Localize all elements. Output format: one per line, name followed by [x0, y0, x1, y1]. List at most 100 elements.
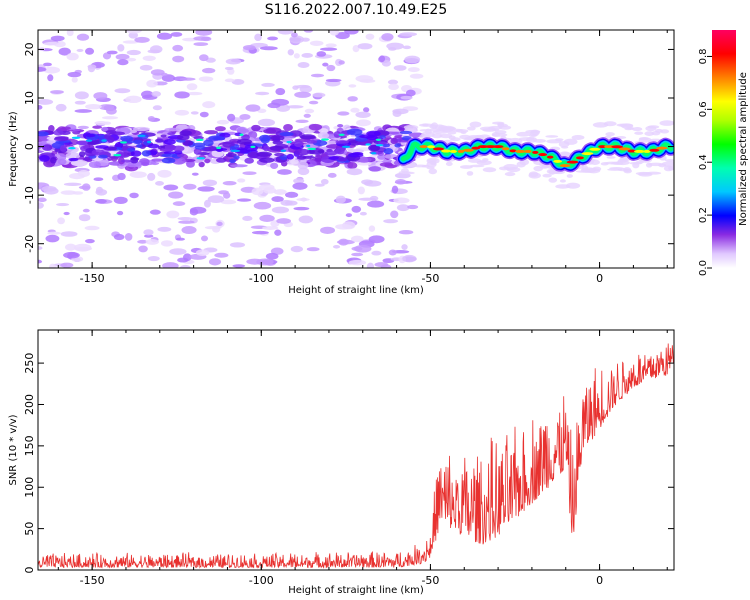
noise-blob	[329, 30, 340, 36]
noise-blob	[230, 164, 248, 168]
noise-blob	[381, 60, 391, 67]
noise-blob	[85, 47, 95, 55]
noise-blob	[359, 79, 376, 83]
ridge-halo-blob	[401, 168, 409, 173]
hot-spot	[216, 146, 222, 150]
noise-blob	[347, 96, 358, 102]
noise-blob	[379, 162, 394, 167]
noise-blob	[391, 185, 399, 194]
ridge-halo-blob	[546, 139, 562, 144]
ridge-halo-blob	[664, 159, 674, 162]
noise-blob	[356, 161, 372, 166]
band-blob	[79, 151, 86, 158]
hot-spot	[375, 143, 384, 147]
band-blob	[161, 153, 178, 158]
noise-blob	[70, 159, 88, 167]
ridge-halo-blob	[558, 140, 570, 148]
band-blob	[306, 139, 318, 144]
band-blob	[328, 156, 340, 160]
noise-blob	[87, 64, 97, 69]
noise-blob	[357, 43, 373, 50]
noise-blob	[404, 55, 421, 64]
ridge-halo-blob	[619, 123, 634, 128]
band-blob	[236, 138, 253, 145]
band-blob	[167, 132, 176, 136]
noise-blob	[126, 57, 137, 62]
noise-blob	[162, 262, 179, 268]
noise-blob	[39, 134, 51, 142]
noise-blob	[388, 249, 397, 256]
noise-blob	[67, 71, 82, 78]
noise-blob	[146, 79, 158, 88]
snr-xtick-label: -150	[80, 574, 105, 587]
band-blob	[368, 144, 380, 152]
noise-blob	[74, 91, 89, 100]
ridge-halo-blob	[658, 163, 667, 168]
noise-blob	[117, 59, 129, 66]
band-blob	[98, 154, 108, 159]
ridge-halo-blob	[659, 120, 674, 126]
noise-blob	[147, 115, 155, 122]
noise-blob	[164, 127, 180, 132]
noise-blob	[285, 200, 298, 206]
noise-blob	[177, 217, 193, 221]
ridge-core-spot	[643, 149, 651, 153]
spectrogram-xtick-label: -150	[80, 272, 105, 285]
noise-blob	[106, 107, 117, 115]
noise-blob	[202, 101, 216, 109]
noise-blob	[224, 78, 235, 83]
noise-blob	[64, 243, 77, 251]
noise-blob	[351, 205, 362, 213]
noise-blob	[276, 218, 292, 224]
noise-blob	[365, 33, 375, 40]
ridge-halo-blob	[426, 161, 437, 168]
ridge-core-spot	[432, 147, 445, 151]
noise-blob	[179, 264, 191, 268]
noise-blob	[220, 199, 237, 205]
ridge-halo-blob	[645, 125, 657, 132]
noise-blob	[78, 214, 91, 222]
noise-blob	[57, 217, 65, 225]
noise-blob	[347, 149, 365, 154]
noise-blob	[355, 111, 371, 118]
noise-blob	[202, 67, 216, 74]
noise-blob	[129, 171, 147, 179]
ridge-halo-blob	[559, 179, 566, 183]
band-blob	[274, 152, 285, 157]
noise-blob	[261, 82, 275, 87]
noise-blob	[169, 248, 187, 255]
noise-blob	[85, 103, 102, 110]
ridge-halo-blob	[555, 184, 571, 189]
noise-blob	[129, 192, 139, 199]
noise-blob	[255, 91, 270, 96]
ridge-core-spot	[649, 148, 660, 152]
ridge-halo-blob	[571, 134, 585, 140]
hot-spot	[101, 139, 107, 142]
ridge-core-spot	[427, 145, 436, 149]
noise-blob	[342, 221, 356, 230]
noise-blob	[381, 33, 394, 41]
noise-blob	[168, 191, 184, 199]
noise-blob	[283, 137, 293, 142]
ridge-halo-blob	[466, 126, 476, 131]
noise-blob	[401, 244, 408, 251]
band-blob	[163, 151, 176, 155]
noise-blob	[232, 264, 246, 268]
noise-blob	[65, 152, 81, 160]
noise-blob	[267, 36, 279, 41]
noise-blob	[393, 65, 407, 71]
noise-blob	[367, 200, 385, 208]
ridge-halo-blob	[506, 166, 521, 173]
noise-blob	[55, 103, 67, 112]
ridge-core-spot	[576, 156, 584, 160]
band-blob	[286, 153, 294, 160]
noise-blob	[179, 77, 196, 81]
ridge-halo-blob	[498, 166, 510, 171]
hot-spot	[147, 140, 152, 144]
noise-blob	[43, 66, 61, 74]
noise-blob	[66, 52, 79, 61]
ridge-halo-blob	[611, 161, 624, 165]
noise-blob	[126, 49, 141, 56]
ridge-halo-blob	[600, 162, 609, 166]
noise-blob	[287, 49, 295, 56]
